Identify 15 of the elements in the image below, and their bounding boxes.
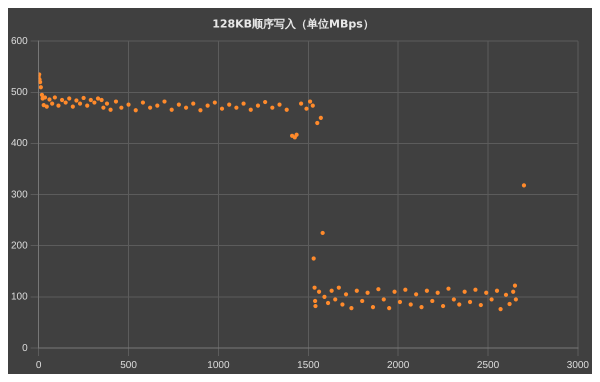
y-tick-label: 400: [10, 138, 28, 150]
y-tick-label: 600: [10, 36, 28, 47]
x-tick-label: 2500: [476, 360, 500, 371]
x-tick-label: 0: [36, 360, 42, 371]
x-tick-label: 500: [120, 360, 138, 371]
x-tick-label: 3000: [566, 360, 590, 371]
y-tick-label: 100: [10, 292, 28, 303]
x-tick-label: 1000: [207, 360, 230, 371]
x-tick-label: 2000: [387, 360, 410, 371]
y-tick-label: 500: [10, 87, 28, 98]
chart-title: 128KB顺序写入（单位MBps）: [212, 17, 374, 30]
y-tick-label: 0: [22, 342, 28, 354]
y-tick-label: 300: [10, 189, 28, 200]
y-tick-label: 200: [10, 240, 28, 252]
x-tick-label: 1500: [297, 360, 320, 371]
